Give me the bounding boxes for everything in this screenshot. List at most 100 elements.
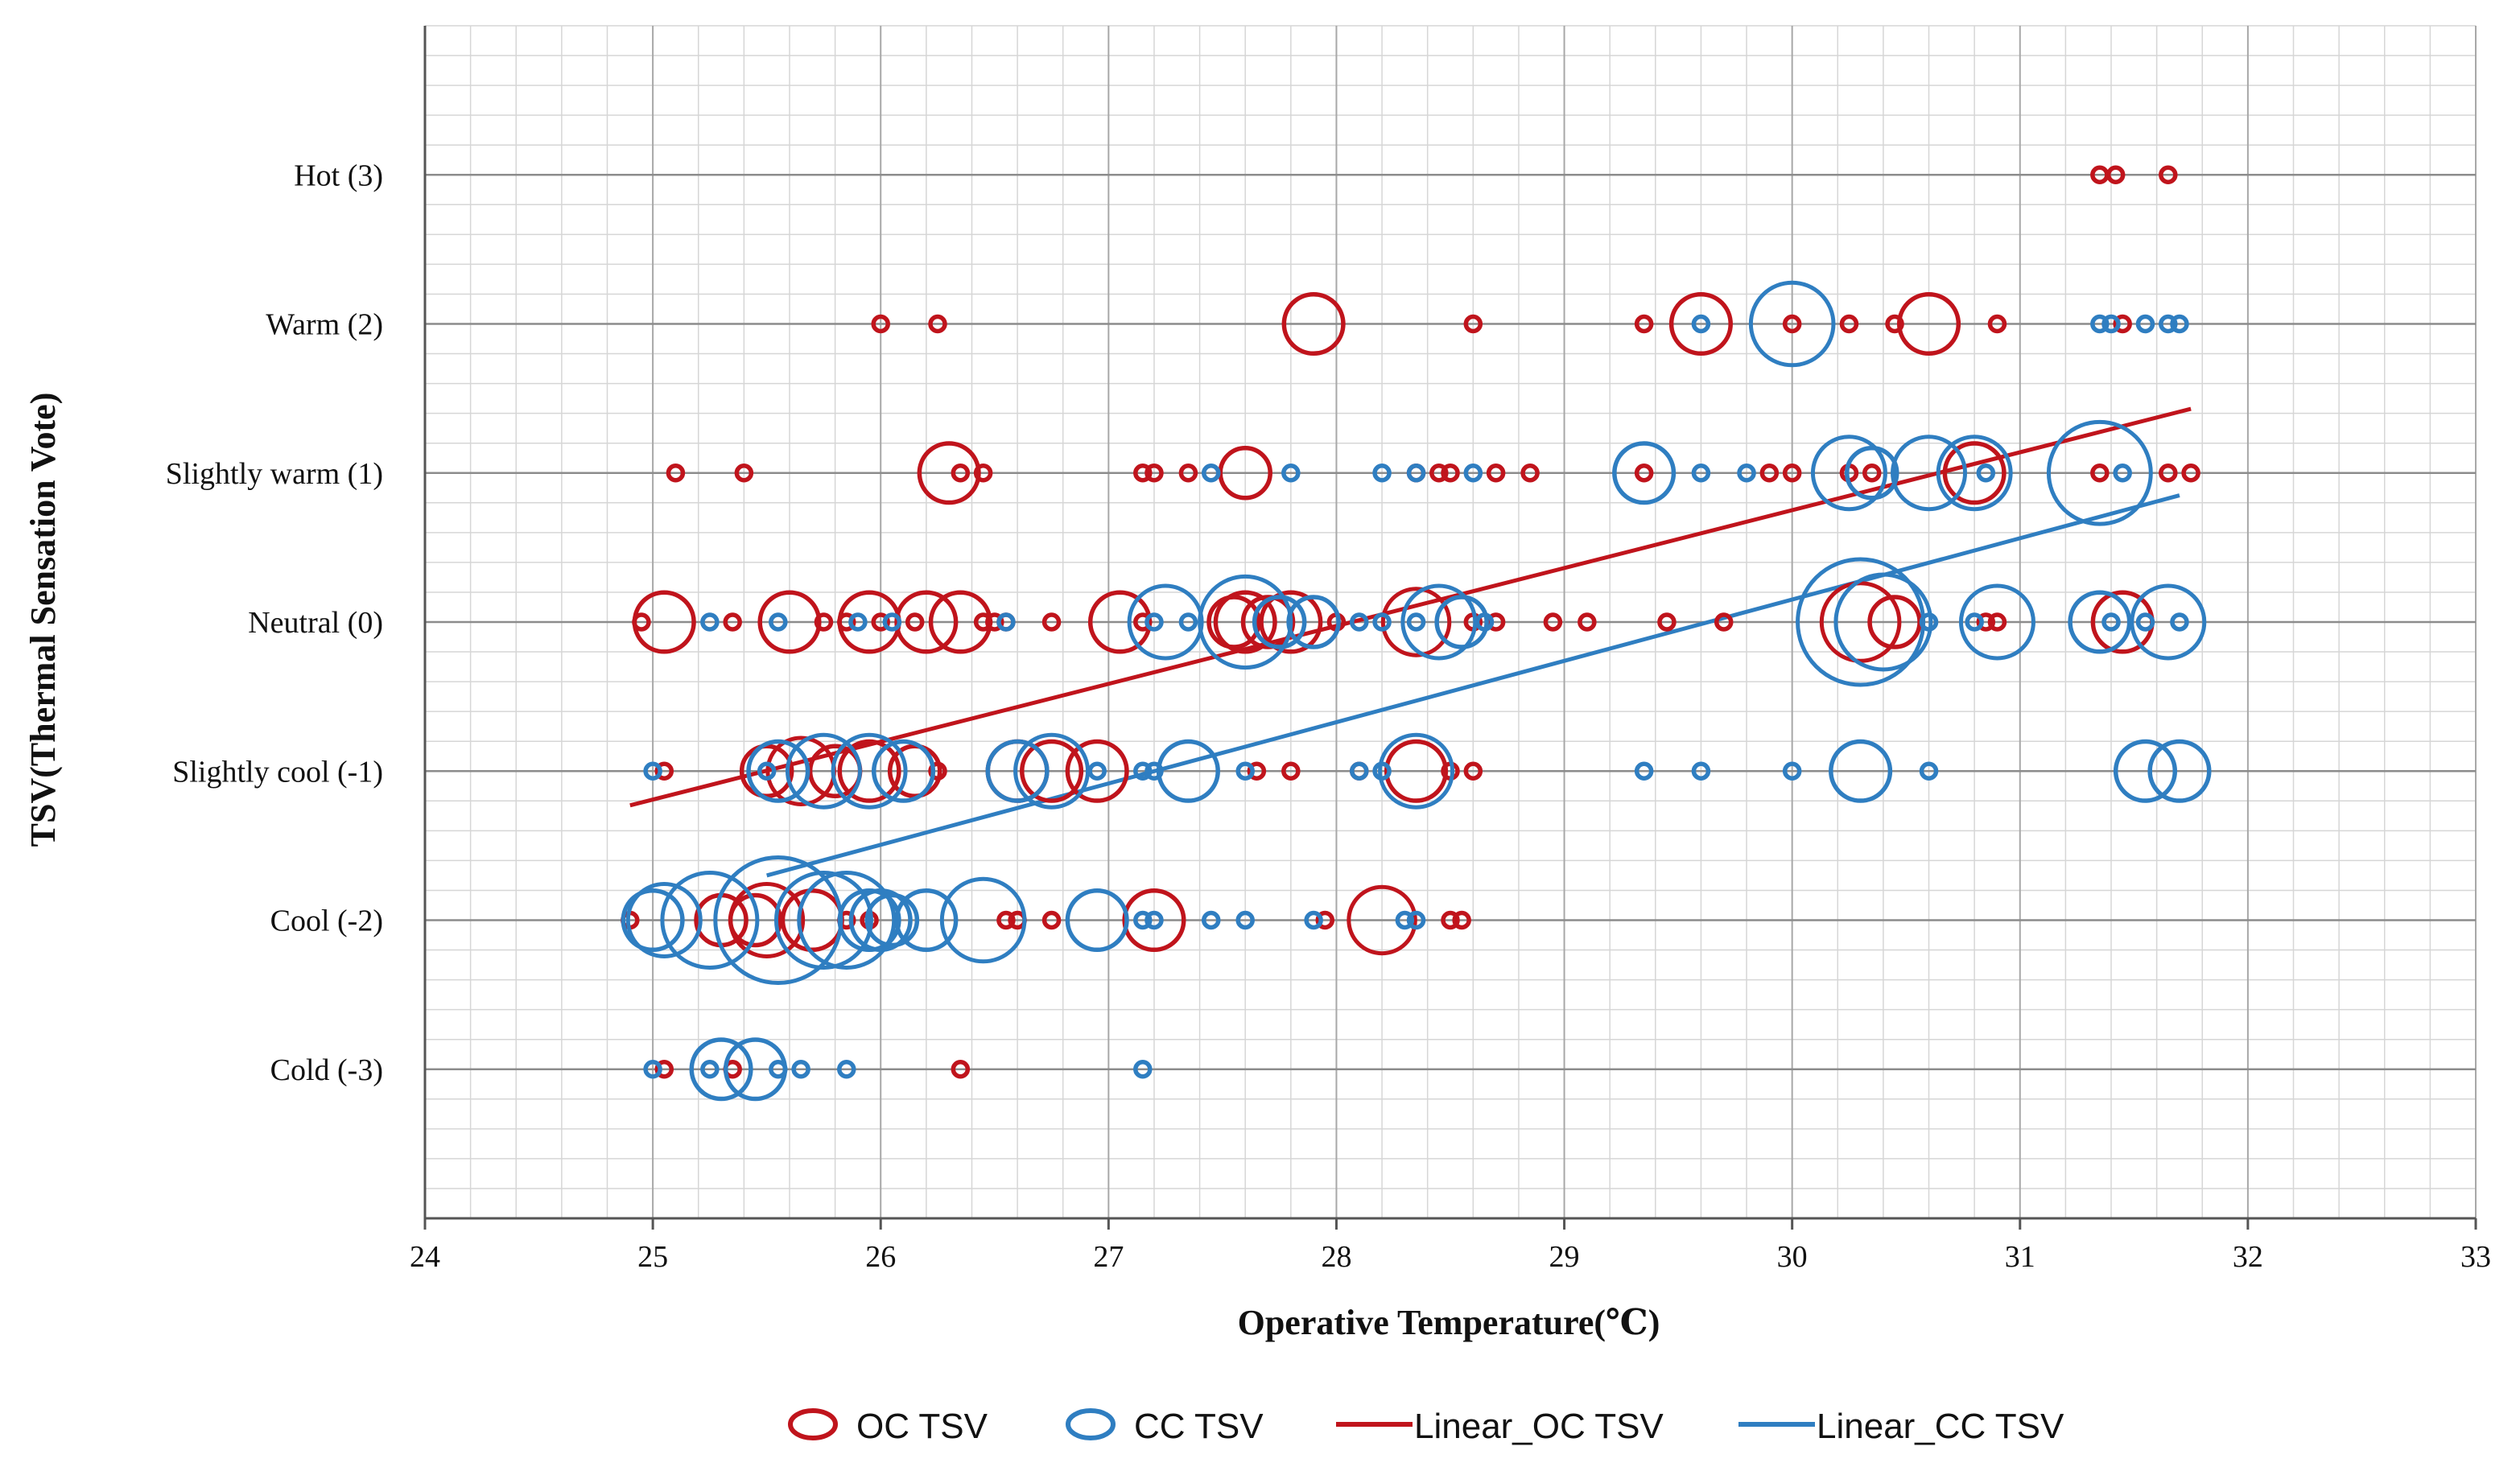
bubble-cc-tsv — [2159, 314, 2178, 334]
bubble-cc-tsv — [1936, 435, 2013, 512]
bubble-cc-tsv — [1145, 761, 1164, 781]
bubble-oc-tsv — [1578, 612, 1597, 632]
bubble-oc-tsv — [739, 744, 794, 798]
bubble-cc-tsv — [996, 612, 1016, 632]
bubble-cc-tsv — [894, 888, 959, 953]
bubble-cc-tsv — [700, 1060, 720, 1079]
bubble-cc-tsv — [1350, 761, 1369, 781]
bubble-oc-tsv — [973, 464, 993, 483]
bubble-oc-tsv — [1178, 464, 1198, 483]
bubble-cc-tsv — [773, 871, 873, 970]
x-tick-label: 26 — [865, 1240, 896, 1274]
bubble-cc-tsv — [1378, 732, 1455, 810]
bubble-oc-tsv — [1657, 612, 1677, 632]
bubble-oc-tsv — [1041, 612, 1062, 632]
bubble-oc-tsv — [837, 739, 901, 803]
y-tick-label: Slightly cool (-1) — [172, 755, 383, 789]
bubble-cc-tsv — [2113, 464, 2132, 483]
x-tick-label: 25 — [637, 1240, 668, 1274]
bubble-cc-tsv — [785, 732, 862, 810]
bubble-cc-tsv — [621, 888, 685, 953]
bubble-cc-tsv — [1833, 572, 1933, 672]
x-tick-label: 27 — [1093, 1240, 1124, 1274]
bubble-oc-tsv — [917, 441, 981, 505]
trend-line-linear-cc-tsv — [766, 493, 2180, 878]
bubble-cc-tsv — [643, 1060, 662, 1079]
bubble-oc-tsv — [1862, 464, 1882, 483]
bubble-oc-tsv — [1885, 314, 1904, 334]
bubble-oc-tsv — [1380, 587, 1452, 657]
bubble-cc-tsv — [797, 871, 897, 970]
bubble-cc-tsv — [1372, 612, 1392, 632]
bubble-cc-tsv — [1201, 910, 1221, 930]
x-tick-label: 28 — [1321, 1240, 1351, 1274]
bubble-cc-tsv — [871, 739, 936, 803]
bubble-oc-tsv — [1839, 314, 1859, 334]
bubble-cc-tsv — [1810, 435, 1887, 512]
tick-labels: 24 25 26 27 28 29 30 31 32 33 Hot (3) Warm (2) Sligh… — [166, 159, 2491, 1274]
bubble-cc-tsv — [1691, 761, 1711, 781]
bubble-oc-tsv — [2113, 314, 2132, 334]
bubble-oc-tsv — [985, 612, 1004, 632]
bubble-cc-tsv — [1919, 612, 1939, 632]
bubble-oc-tsv — [728, 882, 806, 958]
legend-label-cc-tsv: CC TSV — [1134, 1407, 1264, 1446]
bubble-cc-tsv — [1406, 910, 1426, 930]
bubble-cc-tsv — [1919, 761, 1939, 781]
bubble-cc-tsv — [1845, 446, 1899, 501]
bubble-oc-tsv — [1122, 888, 1186, 953]
bubble-cc-tsv — [1133, 1060, 1153, 1079]
bubble-oc-tsv — [1782, 314, 1802, 334]
x-tick-label: 33 — [2460, 1240, 2491, 1274]
bubble-oc-tsv — [1384, 739, 1449, 803]
bubble-cc-tsv — [757, 761, 777, 781]
bubble-oc-tsv — [951, 464, 971, 483]
x-tick-label: 30 — [1777, 1240, 1808, 1274]
bubble-cc-tsv — [1634, 761, 1654, 781]
legend-label-linear-oc-tsv: Linear_OC TSV — [1414, 1407, 1664, 1446]
bubble-cc-tsv — [831, 732, 908, 810]
bubble-cc-tsv — [1395, 910, 1415, 930]
bubble-cc-tsv — [864, 892, 920, 948]
bubble-cc-tsv — [1829, 739, 1893, 803]
bubble-cc-tsv — [1748, 280, 1836, 368]
bubble-cc-tsv — [1891, 435, 1968, 512]
legend-label-linear-cc-tsv: Linear_CC TSV — [1817, 1407, 2064, 1446]
x-axis-title: Operative Temperature(℃) — [1238, 1303, 1660, 1342]
bubble-cc-tsv — [1133, 910, 1153, 930]
bubble-cc-tsv — [1612, 441, 1677, 505]
bubble-cc-tsv — [2135, 612, 2155, 632]
axes — [423, 26, 2477, 1230]
bubble-oc-tsv — [928, 314, 947, 334]
bubble-cc-tsv — [2046, 419, 2153, 526]
bubble-oc-tsv — [871, 314, 890, 334]
bubble-cc-tsv — [1350, 612, 1369, 632]
bubble-cc-tsv — [848, 888, 913, 953]
bubble-oc-tsv — [1206, 595, 1261, 649]
bubble-oc-tsv — [1020, 739, 1084, 803]
bubble-oc-tsv — [1486, 464, 1506, 483]
bubble-cc-tsv — [1965, 612, 1984, 632]
bubble-cc-tsv — [1691, 314, 1711, 334]
bubble-oc-tsv — [757, 590, 822, 654]
bubble-oc-tsv — [1247, 761, 1267, 781]
bubble-cc-tsv — [985, 739, 1050, 803]
bubble-cc-tsv — [2130, 583, 2207, 661]
bubble-oc-tsv — [928, 761, 947, 781]
y-axis-title: TSV(Thermal Sensation Vote) — [23, 393, 63, 847]
x-tick-label: 31 — [2005, 1240, 2035, 1274]
bubble-cc-tsv — [1281, 464, 1301, 483]
bubble-cc-tsv — [882, 612, 902, 632]
bubble-oc-tsv — [734, 464, 754, 483]
bubble-cc-tsv — [1145, 910, 1164, 930]
bubble-cc-tsv — [1737, 464, 1756, 483]
y-tick-label: Cool (-2) — [270, 904, 383, 938]
bubble-oc-tsv — [723, 612, 742, 632]
bubble-oc-tsv — [1441, 464, 1460, 483]
bubble-cc-tsv — [1235, 761, 1255, 781]
bubble-cc-tsv — [1065, 888, 1129, 953]
bubble-cc-tsv — [2135, 314, 2155, 334]
bubble-oc-tsv — [1942, 441, 2007, 505]
legend-marker-cc-tsv — [1066, 1408, 1116, 1440]
bubble-cc-tsv — [1406, 612, 1426, 632]
